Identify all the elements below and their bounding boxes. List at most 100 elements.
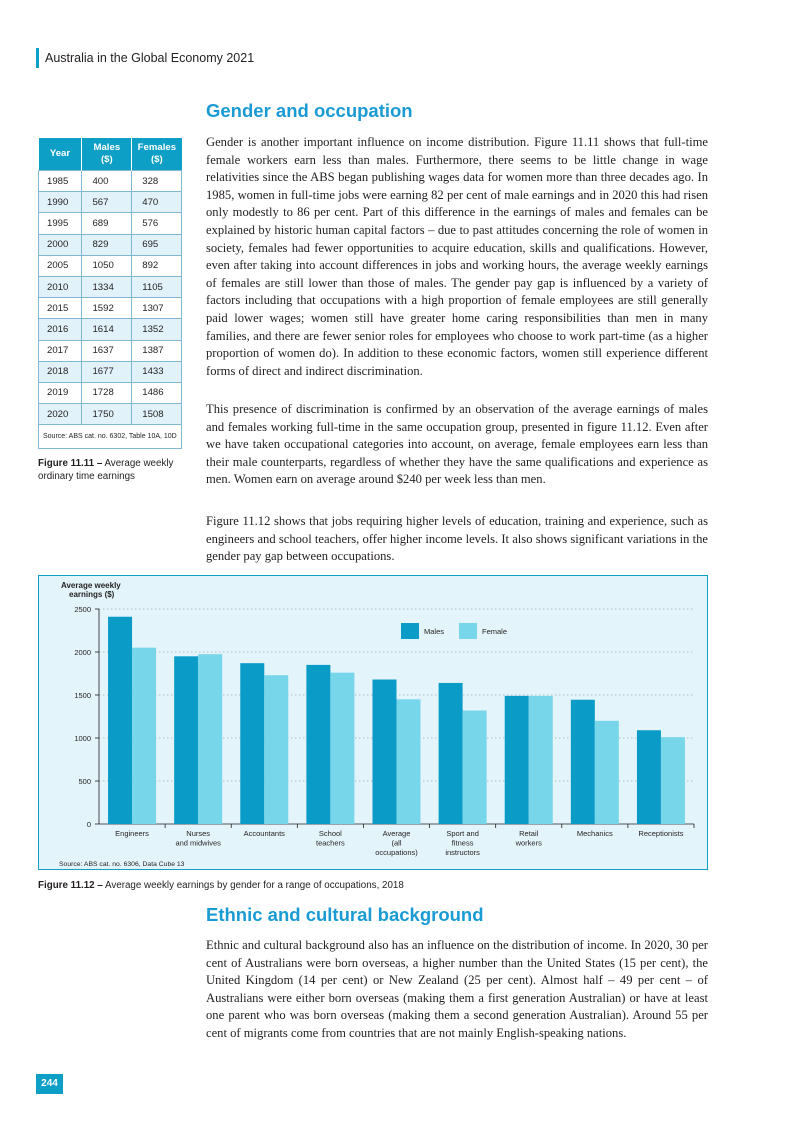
x-tick-label: teachers	[316, 839, 345, 848]
figure-11-12-label: Figure 11.12 –	[38, 880, 103, 891]
bar-males	[372, 679, 397, 824]
x-tick-label: Sport and	[446, 829, 479, 838]
bar-female	[528, 695, 553, 824]
x-tick-label: workers	[515, 839, 543, 848]
table-cell-females: 1433	[131, 360, 182, 383]
table-row: 1995 689 576	[37, 212, 182, 235]
paragraph-gender-3: Figure 11.12 shows that jobs requiring h…	[206, 514, 708, 564]
y-tick-label: 1500	[74, 691, 91, 700]
y-tick-label: 0	[87, 820, 91, 829]
table-cell-year: 2000	[37, 233, 83, 256]
table-cell-year: 2019	[37, 381, 83, 405]
figure-11-11-text: Average weekly ordinary time earnings	[38, 458, 174, 482]
header-accent-bar	[36, 48, 39, 68]
table-header-row: Year Males ($) Females ($)	[38, 138, 182, 171]
table-cell-males: 829	[81, 233, 133, 256]
bar-female	[132, 647, 157, 824]
y-tick-label: 500	[78, 777, 91, 786]
table-source-row: Source: ABS cat. no. 6302, Table 10A, 10…	[38, 424, 182, 450]
bar-males	[306, 664, 331, 824]
table-cell-females: 1387	[131, 339, 182, 362]
bar-female	[660, 737, 685, 824]
table-row: 2018 1677 1433	[37, 360, 182, 383]
table-cell-males: 1334	[81, 275, 133, 299]
x-tick-label: Average	[383, 829, 411, 838]
table-cell-year: 2017	[37, 339, 83, 362]
x-tick-label: fitness	[452, 839, 474, 848]
table-row: 2000 829 695	[37, 233, 182, 256]
table-body: 1985 400 328 1990 567 470 1995 689 576 2000 829 695…	[37, 169, 182, 426]
table-cell-year: 2010	[37, 275, 83, 299]
x-tick-label: Nurses	[186, 829, 210, 838]
x-tick-label: instructors	[445, 848, 480, 857]
table-cell-females: 470	[131, 191, 182, 214]
table-cell-females: 1486	[131, 381, 182, 405]
table-cell-females: 892	[131, 254, 182, 277]
table-cell-males: 1728	[81, 381, 133, 405]
section-heading-gender: Gender and occupation	[206, 100, 413, 121]
figure-11-12-caption: Figure 11.12 – Average weekly earnings b…	[38, 880, 638, 893]
table-cell-males: 567	[81, 191, 133, 214]
table-cell-year: 1985	[37, 169, 83, 193]
table-cell-males: 1592	[81, 297, 133, 320]
bar-female	[198, 654, 223, 824]
table-row: 2010 1334 1105	[37, 275, 182, 299]
page-number: 244	[36, 1074, 63, 1094]
table-cell-males: 1050	[81, 254, 133, 277]
x-tick-label: Mechanics	[577, 829, 613, 838]
figure-11-12-text: Average weekly earnings by gender for a …	[102, 880, 404, 891]
y-tick-label: 2500	[74, 605, 91, 614]
table-cell-females: 695	[131, 233, 182, 256]
x-tick-label: Retail	[519, 829, 539, 838]
table-row: 2016 1614 1352	[37, 318, 182, 341]
table-header-year: Year	[38, 138, 83, 171]
bar-female	[396, 699, 421, 824]
table-row: 1985 400 328	[37, 169, 182, 193]
bar-males	[504, 695, 529, 824]
table-cell-year: 1995	[37, 212, 83, 235]
bar-males	[570, 699, 595, 824]
legend-swatch-female	[459, 623, 477, 639]
table-cell-year: 2018	[37, 360, 83, 383]
bar-female	[594, 720, 619, 824]
x-tick-label: Accountants	[244, 829, 286, 838]
table-cell-females: 1105	[131, 275, 182, 299]
table-row: 2005 1050 892	[37, 254, 182, 277]
x-tick-label: and midwives	[175, 839, 221, 848]
table-cell-females: 576	[131, 212, 182, 235]
table-row: 2017 1637 1387	[37, 339, 182, 362]
occupation-earnings-chart: Average weekly earnings ($) 0 500 1000 1500 20…	[38, 575, 708, 870]
table-cell-males: 400	[81, 169, 133, 193]
table-cell-males: 1750	[81, 403, 133, 426]
x-tick-label: School	[319, 829, 342, 838]
paragraph-ethnic-1: Ethnic and cultural background also has …	[206, 938, 708, 1040]
running-header: Australia in the Global Economy 2021	[45, 51, 255, 65]
table-cell-males: 1614	[81, 318, 133, 341]
table-row: 2019 1728 1486	[37, 381, 182, 405]
x-tick-label: occupations)	[375, 848, 418, 857]
section-heading-ethnic: Ethnic and cultural background	[206, 904, 484, 925]
figure-11-11-caption: Figure 11.11 – Average weekly ordinary t…	[38, 458, 188, 483]
earnings-table: Year Males ($) Females ($) 1985 400 328 199…	[37, 138, 182, 450]
table-row: 2015 1592 1307	[37, 297, 182, 320]
y-axis-title-line2: earnings ($)	[69, 590, 115, 599]
table-row: 2020 1750 1508	[37, 403, 182, 426]
table-cell-females: 1508	[131, 403, 182, 426]
x-tick-label: (all	[391, 839, 401, 848]
table-cell-year: 1990	[37, 191, 83, 214]
y-tick-label: 2000	[74, 648, 91, 657]
bar-female	[330, 672, 355, 824]
paragraph-gender-1: Gender is another important influence on…	[206, 135, 708, 378]
table-source: Source: ABS cat. no. 6302, Table 10A, 10…	[38, 424, 182, 450]
table-header-females-label: Females ($)	[137, 142, 177, 165]
bar-males	[438, 682, 463, 824]
y-axis-title-line1: Average weekly	[61, 581, 121, 590]
figure-11-11-label: Figure 11.11 –	[38, 458, 103, 469]
table-cell-females: 328	[131, 169, 182, 193]
table-header-males-label: Males ($)	[93, 142, 121, 165]
table-cell-females: 1307	[131, 297, 182, 320]
chart-source: Source: ABS cat. no. 6306, Data Cube 13	[59, 861, 185, 868]
table-row: 1990 567 470	[37, 191, 182, 214]
bar-female	[462, 710, 487, 824]
